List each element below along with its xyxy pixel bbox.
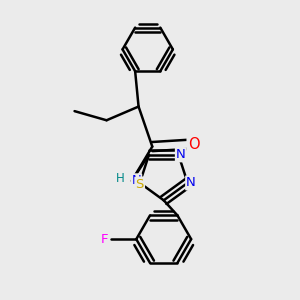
Text: N: N <box>131 174 141 188</box>
Text: N: N <box>186 176 196 189</box>
Text: O: O <box>188 137 199 152</box>
Text: S: S <box>136 178 144 190</box>
Text: F: F <box>100 233 108 246</box>
Text: N: N <box>176 148 186 161</box>
Text: H: H <box>116 172 125 185</box>
